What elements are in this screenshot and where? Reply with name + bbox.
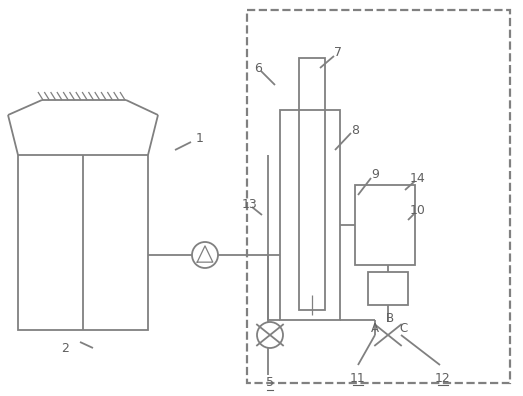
Text: 1: 1 (196, 131, 204, 145)
Text: A: A (371, 322, 379, 335)
Text: 6: 6 (254, 61, 262, 74)
Text: 9: 9 (371, 169, 379, 181)
Bar (280, 110, 340, 320)
Text: 10: 10 (410, 204, 426, 217)
Text: 5: 5 (266, 377, 274, 390)
Text: C: C (400, 322, 408, 335)
Bar (18, 155, 148, 330)
Text: 14: 14 (410, 171, 426, 185)
Bar (299, 58, 325, 310)
Text: 13: 13 (242, 198, 258, 211)
Bar (368, 272, 408, 305)
Text: B: B (386, 312, 394, 324)
Bar (247, 10, 510, 383)
Text: 8: 8 (351, 124, 359, 137)
Text: 7: 7 (334, 46, 342, 59)
Text: 11: 11 (350, 371, 366, 385)
Text: 2: 2 (61, 341, 69, 354)
Bar (355, 185, 415, 265)
Text: 12: 12 (435, 371, 451, 385)
